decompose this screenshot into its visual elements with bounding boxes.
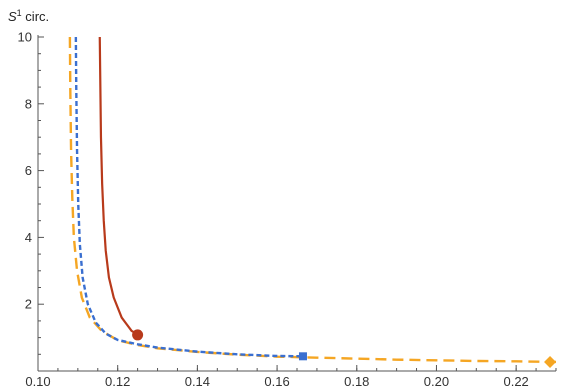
marker-circle <box>132 329 144 341</box>
x-tick-label: 0.14 <box>185 374 210 389</box>
y-tick-label: 2 <box>25 297 32 312</box>
x-tick-label: 0.10 <box>25 374 50 389</box>
y-tick-label: 6 <box>25 163 32 178</box>
series-line-red <box>98 36 139 336</box>
x-ticks: 0.10 0.12 0.14 0.16 0.18 0.20 0.22 <box>25 365 557 389</box>
marker-diamond <box>544 355 557 368</box>
y-axis-title: S1 circ. <box>8 8 49 24</box>
x-tick-label: 0.12 <box>105 374 130 389</box>
marker-layer <box>132 329 557 368</box>
marker-square <box>298 352 307 361</box>
y-tick-label: 4 <box>25 230 32 245</box>
x-tick-label: 0.22 <box>503 374 528 389</box>
y-ticks: 2 4 6 8 10 <box>18 30 44 355</box>
y-tick-label: 8 <box>25 96 32 111</box>
series-layer <box>68 36 557 364</box>
x-tick-label: 0.16 <box>264 374 289 389</box>
x-tick-label: 0.20 <box>424 374 449 389</box>
x-tick-label: 0.18 <box>344 374 369 389</box>
series-line-blue <box>74 36 303 358</box>
y-tick-label: 10 <box>18 30 32 45</box>
series-line-orange <box>68 36 557 364</box>
